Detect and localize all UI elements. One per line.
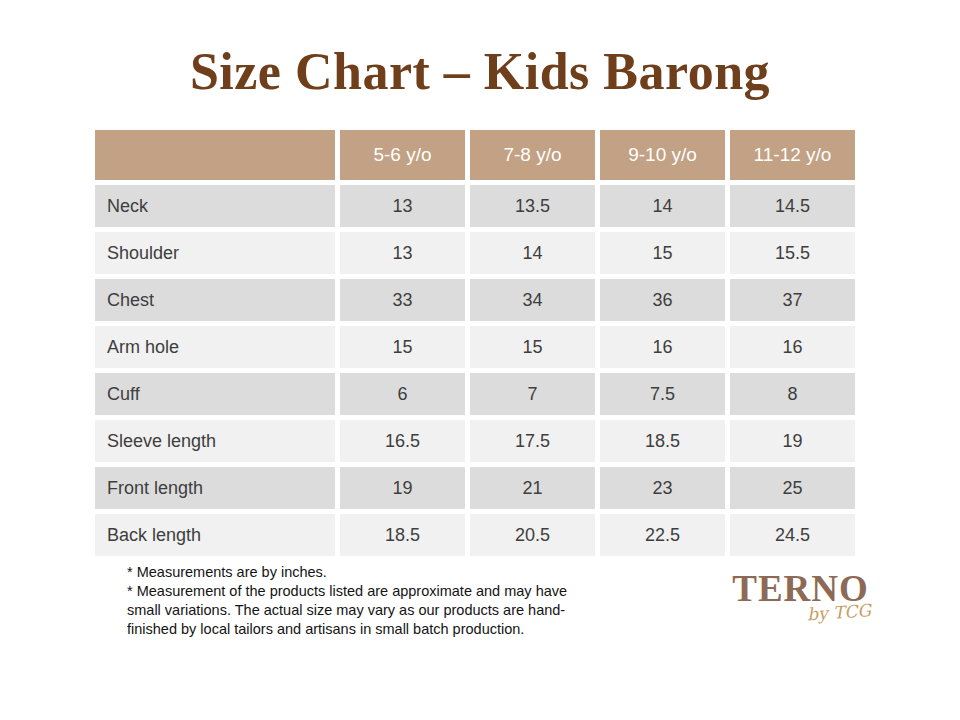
cell-value: 24.5 (730, 514, 855, 556)
cell-value: 6 (340, 373, 465, 415)
size-chart-table: 5-6 y/o 7-8 y/o 9-10 y/o 11-12 y/o Neck … (90, 125, 860, 561)
row-label: Cuff (95, 373, 335, 415)
cell-value: 14.5 (730, 185, 855, 227)
cell-value: 15 (600, 232, 725, 274)
footnote-units: * Measurements are by inches. (127, 563, 579, 582)
page-title: Size Chart – Kids Barong (0, 42, 960, 101)
row-label: Neck (95, 185, 335, 227)
cell-value: 33 (340, 279, 465, 321)
cell-value: 18.5 (340, 514, 465, 556)
table-row-back-length: Back length 18.5 20.5 22.5 24.5 (95, 514, 855, 556)
cell-value: 21 (470, 467, 595, 509)
cell-value: 19 (730, 420, 855, 462)
cell-value: 7 (470, 373, 595, 415)
table-row-sleeve-length: Sleeve length 16.5 17.5 18.5 19 (95, 420, 855, 462)
row-label: Back length (95, 514, 335, 556)
cell-value: 16 (730, 326, 855, 368)
row-label: Shoulder (95, 232, 335, 274)
header-cell-age-3: 9-10 y/o (600, 130, 725, 180)
size-chart-slide: Size Chart – Kids Barong 5-6 y/o 7-8 y/o… (0, 0, 960, 720)
cell-value: 15.5 (730, 232, 855, 274)
cell-value: 19 (340, 467, 465, 509)
table-header-row: 5-6 y/o 7-8 y/o 9-10 y/o 11-12 y/o (95, 130, 855, 180)
cell-value: 13.5 (470, 185, 595, 227)
cell-value: 25 (730, 467, 855, 509)
cell-value: 16 (600, 326, 725, 368)
cell-value: 18.5 (600, 420, 725, 462)
row-label: Front length (95, 467, 335, 509)
brand-logo: TERNO by TCG (718, 570, 883, 625)
header-cell-age-2: 7-8 y/o (470, 130, 595, 180)
cell-value: 15 (470, 326, 595, 368)
cell-value: 15 (340, 326, 465, 368)
header-cell-age-4: 11-12 y/o (730, 130, 855, 180)
header-cell-age-1: 5-6 y/o (340, 130, 465, 180)
row-label: Chest (95, 279, 335, 321)
cell-value: 16.5 (340, 420, 465, 462)
table-row-cuff: Cuff 6 7 7.5 8 (95, 373, 855, 415)
cell-value: 13 (340, 185, 465, 227)
cell-value: 17.5 (470, 420, 595, 462)
cell-value: 36 (600, 279, 725, 321)
cell-value: 14 (600, 185, 725, 227)
footnotes: * Measurements are by inches. * Measurem… (127, 563, 579, 639)
cell-value: 20.5 (470, 514, 595, 556)
row-label: Arm hole (95, 326, 335, 368)
cell-value: 23 (600, 467, 725, 509)
table-row-chest: Chest 33 34 36 37 (95, 279, 855, 321)
cell-value: 8 (730, 373, 855, 415)
header-cell-empty (95, 130, 335, 180)
cell-value: 13 (340, 232, 465, 274)
row-label: Sleeve length (95, 420, 335, 462)
table-row-front-length: Front length 19 21 23 25 (95, 467, 855, 509)
cell-value: 34 (470, 279, 595, 321)
cell-value: 7.5 (600, 373, 725, 415)
table-row-shoulder: Shoulder 13 14 15 15.5 (95, 232, 855, 274)
table-row-neck: Neck 13 13.5 14 14.5 (95, 185, 855, 227)
table-row-arm-hole: Arm hole 15 15 16 16 (95, 326, 855, 368)
cell-value: 22.5 (600, 514, 725, 556)
footnote-disclaimer: * Measurement of the products listed are… (127, 582, 579, 639)
cell-value: 37 (730, 279, 855, 321)
cell-value: 14 (470, 232, 595, 274)
